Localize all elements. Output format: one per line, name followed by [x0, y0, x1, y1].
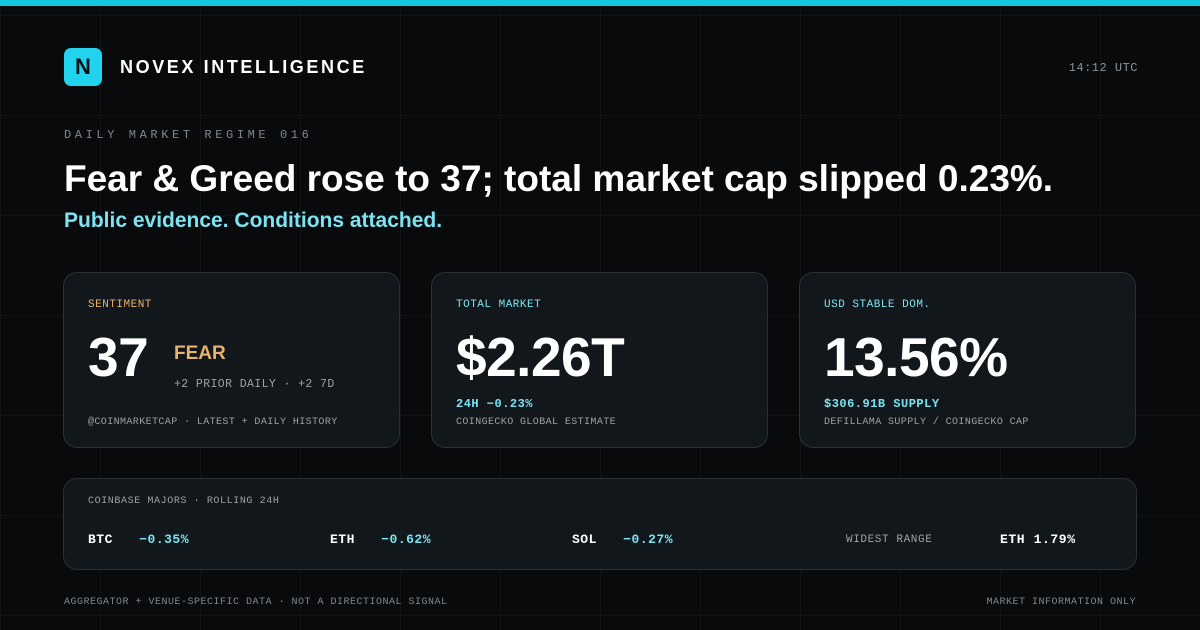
ticker-symbol: SOL — [572, 532, 597, 547]
sentiment-label: SENTIMENT — [88, 299, 152, 311]
sentiment-value: 37 — [88, 326, 149, 388]
total-market-label: TOTAL MARKET — [456, 299, 542, 311]
widest-range-label: WIDEST RANGE — [846, 534, 933, 546]
majors-label: COINBASE MAJORS · ROLLING 24H — [88, 496, 280, 507]
total-market-value: $2.26T — [456, 326, 625, 388]
report-kicker: DAILY MARKET REGIME 016 — [64, 128, 313, 142]
total-market-change: 24H −0.23% — [456, 397, 534, 411]
ticker-sol: SOL −0.27% — [572, 532, 673, 547]
footer-note: MARKET INFORMATION ONLY — [986, 597, 1136, 608]
ticker-symbol: BTC — [88, 532, 113, 547]
brand: N NOVEX INTELLIGENCE — [64, 48, 367, 86]
ticker-change: −0.35% — [139, 532, 190, 547]
total-market-source: COINGECKO GLOBAL ESTIMATE — [456, 417, 617, 428]
subheadline: Public evidence. Conditions attached. — [64, 209, 443, 232]
headline: Fear & Greed rose to 37; total market ca… — [64, 158, 1054, 199]
sentiment-classification: FEAR — [174, 343, 226, 364]
footer-disclaimer: AGGREGATOR + VENUE-SPECIFIC DATA · NOT A… — [64, 597, 448, 608]
stable-dominance-source: DEFILLAMA SUPPLY / COINGECKO CAP — [824, 417, 1029, 428]
timestamp: 14:12 UTC — [1068, 61, 1138, 75]
stable-supply: $306.91B SUPPLY — [824, 397, 940, 411]
stable-dominance-card: USD STABLE DOM. 13.56% $306.91B SUPPLY D… — [799, 272, 1136, 448]
sentiment-card: SENTIMENT 37 FEAR +2 PRIOR DAILY · +2 7D… — [63, 272, 400, 448]
ticker-change: −0.27% — [623, 532, 674, 547]
brand-logo-icon: N — [64, 48, 102, 86]
ticker-change: −0.62% — [381, 532, 432, 547]
sentiment-source: @COINMARKETCAP · LATEST + DAILY HISTORY — [88, 417, 338, 428]
sentiment-change: +2 PRIOR DAILY · +2 7D — [174, 378, 335, 391]
widest-range-value: ETH 1.79% — [1000, 532, 1076, 547]
brand-name: NOVEX INTELLIGENCE — [120, 56, 367, 77]
stable-dominance-value: 13.56% — [824, 326, 1008, 388]
ticker-eth: ETH −0.62% — [330, 532, 431, 547]
total-market-card: TOTAL MARKET $2.26T 24H −0.23% COINGECKO… — [431, 272, 768, 448]
accent-top-bar — [0, 0, 1200, 6]
ticker-btc: BTC −0.35% — [88, 532, 189, 547]
stable-dominance-label: USD STABLE DOM. — [824, 299, 931, 311]
majors-panel: COINBASE MAJORS · ROLLING 24H BTC −0.35%… — [63, 478, 1137, 570]
ticker-symbol: ETH — [330, 532, 355, 547]
